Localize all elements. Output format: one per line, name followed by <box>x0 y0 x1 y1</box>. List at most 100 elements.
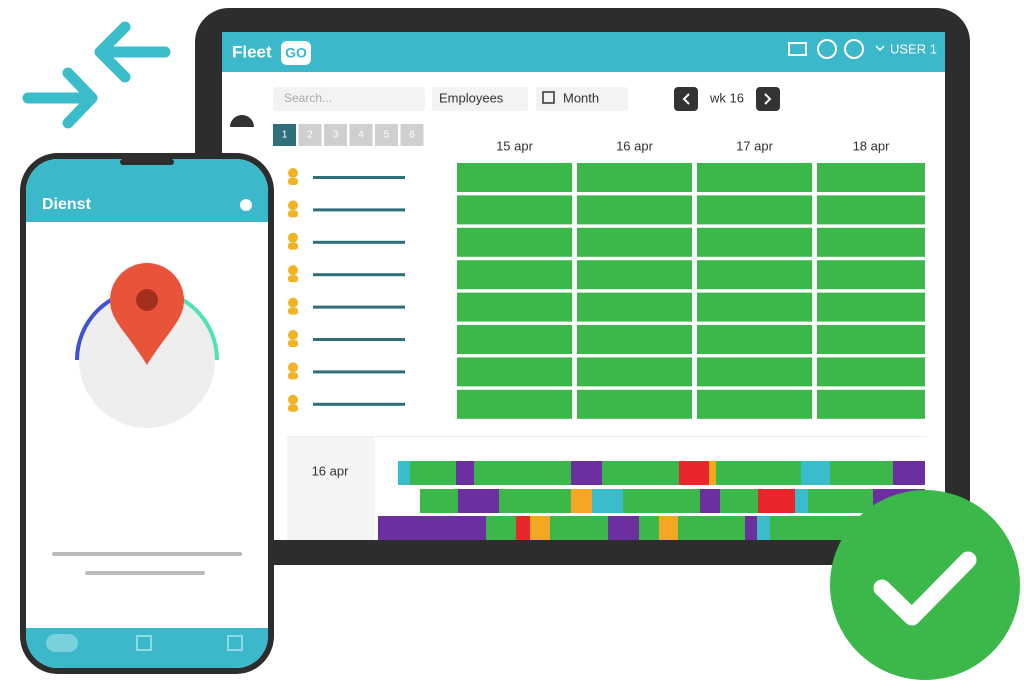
shift-cell[interactable] <box>457 163 572 192</box>
page-number: 2 <box>307 130 313 141</box>
timeline-segment <box>474 461 571 485</box>
person-icon <box>288 168 298 178</box>
shift-cell[interactable] <box>457 325 572 354</box>
shift-cell[interactable] <box>697 325 812 354</box>
shift-cell[interactable] <box>457 195 572 225</box>
timeline-segment <box>398 461 410 485</box>
timeline-segment <box>757 516 770 540</box>
view-dropdown[interactable] <box>536 87 628 111</box>
map-pin <box>110 263 184 365</box>
phone-title: Dienst <box>42 196 92 213</box>
employee-name-line <box>313 305 405 309</box>
shift-cell[interactable] <box>817 357 925 387</box>
timeline-segment <box>745 516 757 540</box>
timeline-segment <box>571 489 592 513</box>
settings-icon[interactable] <box>240 199 252 211</box>
top-bar <box>222 32 945 72</box>
shift-cell[interactable] <box>697 260 812 290</box>
shift-cell[interactable] <box>697 195 812 225</box>
page-number: 6 <box>409 130 415 141</box>
timeline-segment <box>602 461 679 485</box>
page-button[interactable] <box>324 124 347 146</box>
shift-cell[interactable] <box>817 163 925 192</box>
timeline-sidebar <box>287 437 375 540</box>
timeline-segment <box>608 516 639 540</box>
person-icon <box>288 394 298 405</box>
next-week[interactable] <box>756 87 780 111</box>
filter-dropdown[interactable] <box>432 87 528 111</box>
shift-cell[interactable] <box>577 260 692 290</box>
help-icon[interactable] <box>817 39 837 59</box>
timeline-segment <box>378 516 486 540</box>
logo-badge: GO <box>285 45 307 61</box>
shift-cell[interactable] <box>577 389 692 419</box>
timeline-segment <box>571 461 602 485</box>
shift-cell[interactable] <box>697 227 812 257</box>
shift-cell[interactable] <box>457 292 572 322</box>
shift-cell[interactable] <box>817 389 925 419</box>
nav-stats[interactable] <box>227 635 243 651</box>
nav-calendar[interactable] <box>136 635 152 651</box>
divider <box>287 436 927 437</box>
shift-cell[interactable] <box>457 389 572 419</box>
logo-text: Fleet <box>232 42 272 61</box>
search-box[interactable] <box>273 87 425 111</box>
timeline-segment <box>486 516 516 540</box>
timeline-segment <box>795 489 808 513</box>
employee-name-line <box>313 273 405 277</box>
timeline-segment <box>720 489 758 513</box>
shift-cell[interactable] <box>577 163 692 192</box>
shift-cell[interactable] <box>457 260 572 290</box>
shift-cell[interactable] <box>817 325 925 354</box>
timeline-segment <box>830 461 893 485</box>
person-icon <box>288 297 298 308</box>
shift-cell[interactable] <box>817 292 925 322</box>
shift-cell[interactable] <box>457 227 572 257</box>
shift-cell[interactable] <box>457 357 572 387</box>
phone-header <box>26 159 268 222</box>
shift-cell[interactable] <box>577 227 692 257</box>
user-name[interactable]: USER 1 <box>890 41 937 56</box>
timeline-segment <box>639 516 659 540</box>
employee-name-line <box>313 176 405 179</box>
user-icon[interactable] <box>844 39 864 59</box>
page-button[interactable] <box>273 124 296 146</box>
tablet-content: 1 2 3 4 5 6 15 apr 16 apr 17 apr 18 apr <box>273 124 925 540</box>
shift-cell[interactable] <box>697 163 812 192</box>
page-number: 4 <box>358 130 364 141</box>
shift-cell[interactable] <box>577 357 692 387</box>
nav-clock[interactable] <box>46 634 78 652</box>
page-button[interactable] <box>375 124 398 146</box>
shift-cell[interactable] <box>577 292 692 322</box>
shift-cell[interactable] <box>577 325 692 354</box>
page-button[interactable] <box>298 124 322 146</box>
page-button[interactable] <box>400 124 424 146</box>
timeline-segment <box>659 516 678 540</box>
prev-week[interactable] <box>674 87 698 111</box>
dashboard-icon[interactable] <box>230 115 254 127</box>
person-body <box>288 275 298 283</box>
shift-cell[interactable] <box>697 292 812 322</box>
employee-name-line <box>313 338 405 341</box>
page-button[interactable] <box>349 124 373 146</box>
person-body <box>288 210 298 218</box>
timeline-date: 16 apr <box>312 463 350 478</box>
shift-cell[interactable] <box>577 195 692 225</box>
person-body <box>288 242 298 250</box>
timeline-segment <box>530 516 550 540</box>
shift-cell[interactable] <box>817 260 925 290</box>
week-label: wk 16 <box>709 90 744 105</box>
shift-cell[interactable] <box>817 195 925 225</box>
shift-cell[interactable] <box>697 357 812 387</box>
timeline-segment <box>716 461 801 485</box>
pin-dot <box>136 289 158 311</box>
shift-cell[interactable] <box>697 389 812 419</box>
timeline-segment <box>678 516 745 540</box>
shift-cell[interactable] <box>817 227 925 257</box>
sync-arrows <box>22 21 171 129</box>
filter-label: Employees <box>439 90 504 105</box>
person-icon <box>288 265 298 276</box>
employee-name-line <box>313 402 405 406</box>
mail-icon[interactable] <box>788 42 807 56</box>
